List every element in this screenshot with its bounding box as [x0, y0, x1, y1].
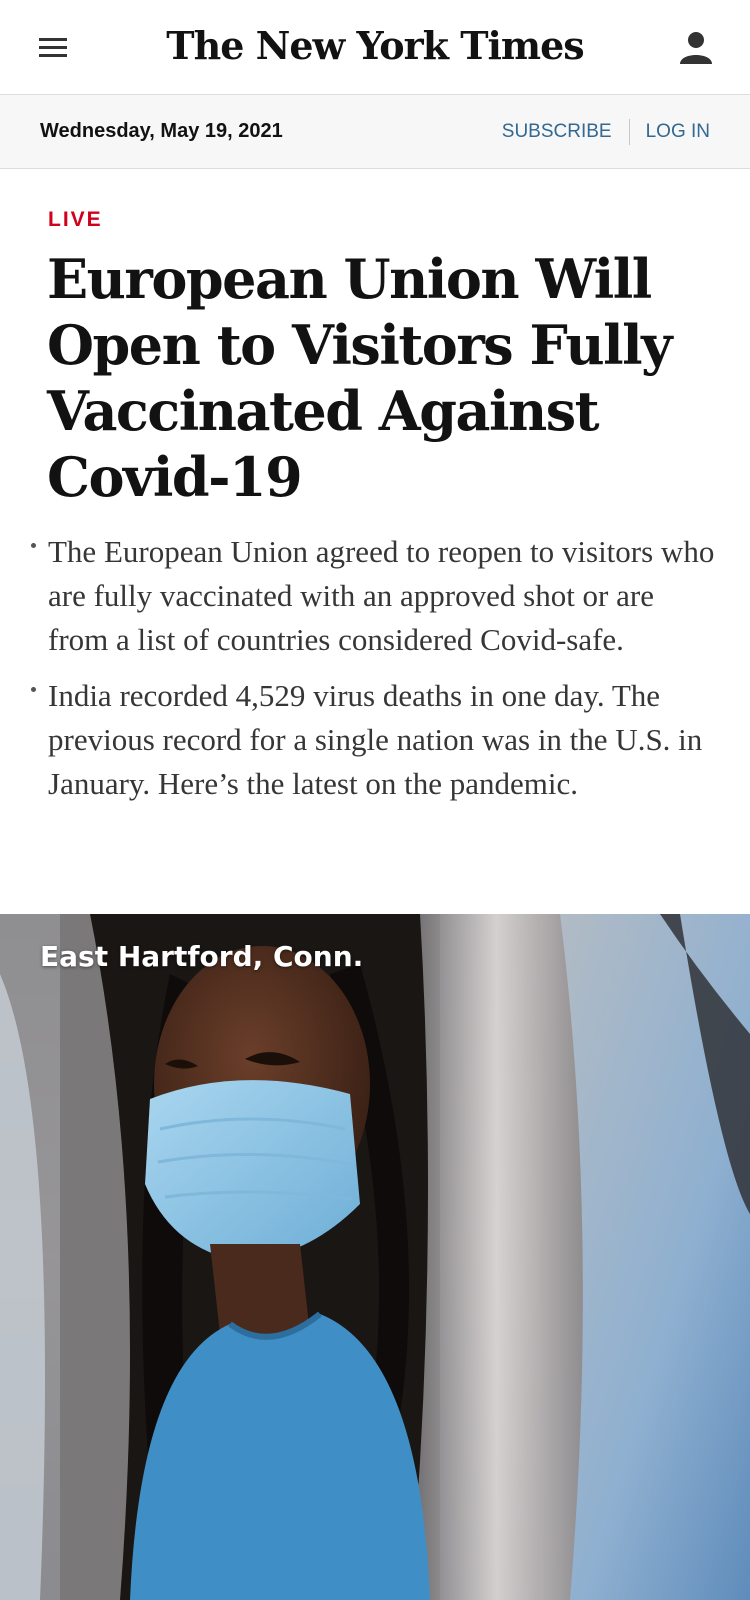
story-summary-list: The European Union agreed to reopen to v…: [31, 530, 718, 818]
bullet-dot: [31, 543, 36, 548]
story-headline[interactable]: European Union Will Open to Visitors Ful…: [47, 247, 673, 509]
account-links: SUBSCRIBE LOG IN: [502, 95, 710, 168]
summary-item[interactable]: India recorded 4,529 virus deaths in one…: [31, 674, 718, 806]
live-label: LIVE: [48, 208, 103, 231]
bullet-dot: [31, 687, 36, 692]
user-account-icon[interactable]: [676, 28, 716, 68]
summary-text: The European Union agreed to reopen to v…: [48, 534, 715, 657]
menu-bar-bottom: [39, 54, 67, 57]
menu-bar-middle: [39, 46, 67, 49]
summary-text: India recorded 4,529 virus deaths in one…: [48, 678, 703, 801]
login-link[interactable]: LOG IN: [645, 120, 710, 142]
utility-bar: Wednesday, May 19, 2021 SUBSCRIBE LOG IN: [0, 95, 750, 169]
nyt-logo[interactable]: The New York Times: [166, 23, 584, 68]
link-divider: [628, 118, 630, 145]
current-date: Wednesday, May 19, 2021: [40, 120, 283, 142]
subscribe-link[interactable]: SUBSCRIBE: [501, 120, 612, 142]
story-photo[interactable]: East Hartford, Conn.: [0, 914, 750, 1600]
summary-item[interactable]: The European Union agreed to reopen to v…: [31, 530, 718, 662]
menu-bar-top: [39, 38, 67, 41]
photo-location-caption: East Hartford, Conn.: [40, 940, 364, 973]
masthead: The New York Times: [0, 0, 750, 95]
masked-woman-photo: [0, 914, 750, 1600]
hamburger-menu-icon[interactable]: [36, 34, 72, 62]
